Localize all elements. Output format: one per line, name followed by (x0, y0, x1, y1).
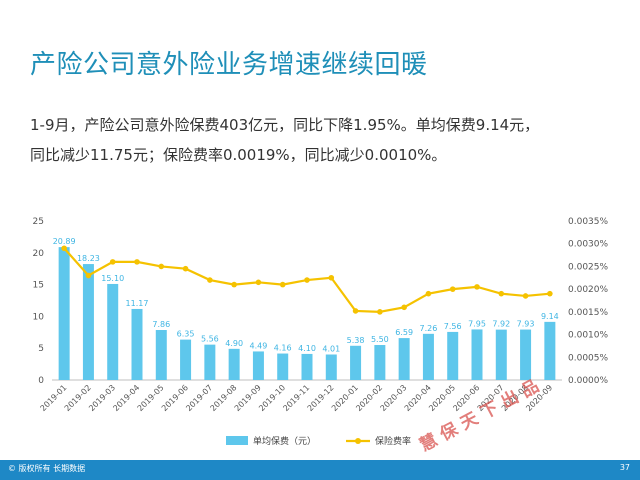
bar (422, 333, 434, 380)
rate-point (231, 281, 237, 288)
legend-swatch-point (355, 438, 361, 444)
bar (471, 329, 483, 380)
bar-data-label: 4.01 (322, 344, 340, 353)
bar-data-label: 5.50 (371, 335, 389, 344)
rate-point (255, 279, 262, 286)
bar (228, 348, 240, 380)
bar-data-label: 7.93 (517, 320, 535, 329)
bar-data-label: 5.56 (201, 335, 219, 344)
bar (131, 308, 143, 380)
bar (398, 338, 410, 380)
rate-point (61, 245, 67, 252)
rate-point (304, 277, 310, 283)
rate-point (207, 277, 213, 283)
rate-point (474, 284, 480, 290)
rate-point (498, 290, 505, 297)
rate-point (449, 286, 456, 292)
bar (204, 344, 216, 380)
y-right-tick-label: 0.0005% (568, 353, 608, 363)
rate-point (522, 293, 529, 299)
bar-data-label: 7.95 (468, 319, 486, 328)
y-right-tick-label: 0.0035% (568, 217, 608, 227)
y-right-tick-label: 0.0025% (568, 262, 608, 272)
rate-point (279, 281, 286, 288)
y-left-tick-label: 0 (38, 376, 44, 386)
bar-data-label: 4.90 (225, 339, 243, 348)
bar (58, 247, 70, 380)
page-number: 37 (619, 463, 630, 472)
legend-label-line: 保险费率 (375, 435, 411, 447)
rate-point (352, 308, 359, 314)
bar (544, 321, 556, 380)
summary-line-1: 1-9月，产险公司意外险保费403亿元，同比下降1.95%。单均保费9.14元， (30, 116, 540, 134)
bar-data-label: 7.92 (492, 320, 510, 329)
bar (107, 283, 119, 380)
rate-point (401, 304, 407, 311)
bar-data-label: 18.23 (77, 254, 100, 263)
summary-text: 1-9月，产险公司意外险保费403亿元，同比下降1.95%。单均保费9.14元，… (30, 110, 630, 170)
y-right-tick-label: 0.0015% (568, 308, 608, 318)
rate-point (158, 263, 165, 270)
y-right-tick-label: 0.0000% (568, 376, 608, 386)
bar-data-label: 15.10 (101, 274, 124, 283)
footer-copyright: © 版权所有 长期数据 (8, 464, 86, 473)
bar (301, 353, 313, 380)
bar-data-label: 6.35 (177, 330, 195, 339)
y-left-tick-label: 20 (33, 249, 45, 259)
y-left-tick-label: 15 (33, 281, 44, 291)
bar (520, 329, 532, 380)
bar-data-label: 4.49 (250, 341, 268, 350)
y-right-tick-label: 0.0020% (568, 285, 608, 295)
y-left-tick-label: 25 (33, 217, 44, 227)
footer-bar: © 版权所有 长期数据 37 (0, 460, 640, 480)
combo-chart: 0 5 10 15 20 25 0.0000% 0.0005% 0.0010% 0.0015% 0.… (33, 217, 609, 447)
bar (447, 331, 459, 380)
rate-point (85, 272, 92, 279)
rate-point (377, 309, 383, 315)
bar (82, 264, 94, 380)
bar-data-label: 11.17 (126, 299, 149, 308)
bar-data-label: 7.56 (444, 322, 462, 331)
y-right-tick-label: 0.0010% (568, 331, 608, 341)
y-left-tick-label: 10 (33, 312, 45, 322)
summary-line-2: 同比减少11.75元；保险费率0.0019%，同比减少0.0010%。 (30, 146, 447, 164)
bar (325, 354, 337, 380)
rate-point (547, 290, 553, 297)
bar-data-label: 9.14 (541, 312, 559, 321)
bar (495, 329, 507, 380)
bar-data-label: 4.10 (298, 344, 316, 353)
y-left-tick-label: 5 (38, 344, 44, 354)
y-right-tick-label: 0.0030% (568, 240, 608, 250)
bar (180, 339, 192, 380)
bar-data-label: 7.26 (420, 324, 438, 333)
rate-point (182, 265, 189, 272)
bar (374, 345, 386, 380)
bar-data-label: 20.89 (53, 237, 76, 246)
rate-point (109, 259, 116, 265)
rate-point (425, 290, 432, 297)
rate-point (328, 274, 335, 281)
page-title: 产险公司意外险业务增速继续回暖 (30, 50, 428, 80)
bar-data-label: 6.59 (395, 328, 413, 337)
legend-label-bar: 单均保费（元） (253, 435, 316, 447)
bar-data-label: 7.86 (152, 320, 170, 329)
bar (252, 351, 264, 380)
bar (277, 353, 289, 380)
bar-data-label: 5.38 (347, 336, 365, 345)
rate-point (134, 259, 140, 265)
bar (350, 345, 362, 380)
bar (155, 330, 167, 380)
bar-data-label: 4.16 (274, 344, 292, 353)
legend-swatch-bar (226, 436, 248, 445)
